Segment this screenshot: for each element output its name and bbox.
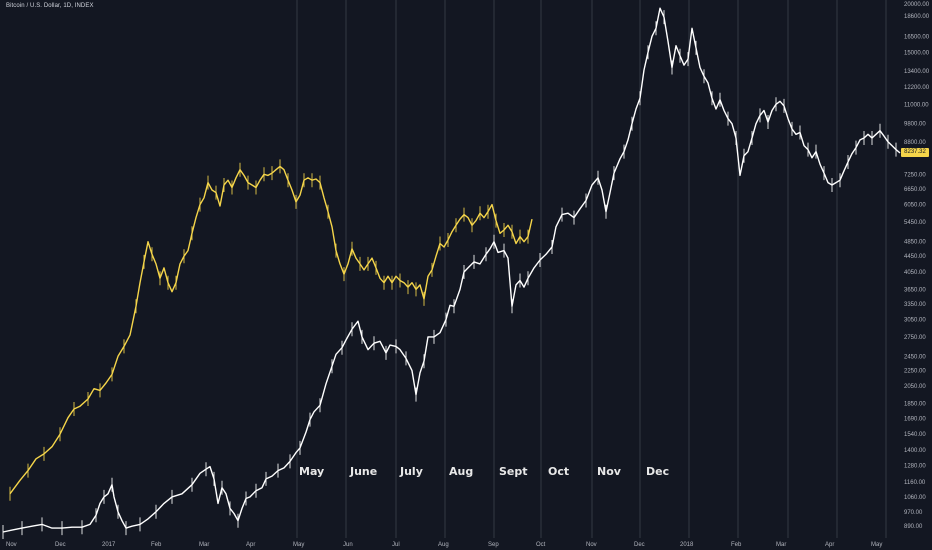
x-tick-label-3: Feb xyxy=(151,542,162,548)
y-tick-label-13: 4850.00 xyxy=(904,240,926,246)
y-tick-label-23: 1850.00 xyxy=(904,402,926,408)
y-tick-label-30: 970.00 xyxy=(904,510,923,516)
month-annotation-0: May xyxy=(299,465,324,478)
x-tick-label-4: Mar xyxy=(199,542,209,548)
series-layer xyxy=(2,7,901,539)
x-tick-label-7: Jun xyxy=(343,542,353,548)
y-tick-label-26: 1400.00 xyxy=(904,448,926,454)
chart-title: Bitcoin / U.S. Dollar, 1D, INDEX xyxy=(6,3,94,9)
x-tick-label-6: May xyxy=(293,542,304,548)
y-tick-label-8: 8800.00 xyxy=(904,140,926,146)
x-tick-label-0: Nov xyxy=(6,542,17,548)
y-tick-label-0: 20000.00 xyxy=(904,2,930,8)
month-annotations: May June July Aug Sept Oct Nov Dec xyxy=(299,465,669,478)
y-tick-label-25: 1540.00 xyxy=(904,432,926,438)
y-tick-label-2: 16500.00 xyxy=(904,34,930,40)
y-tick-label-10: 6650.00 xyxy=(904,187,926,193)
y-tick-label-11: 6050.00 xyxy=(904,203,926,209)
y-tick-label-21: 2250.00 xyxy=(904,369,926,375)
x-tick-label-1: Dec xyxy=(55,542,66,548)
month-annotation-7: Dec xyxy=(646,465,669,478)
x-tick-label-13: Dec xyxy=(634,542,645,548)
month-annotation-1: June xyxy=(349,465,377,478)
month-annotation-6: Nov xyxy=(597,465,622,478)
y-tick-label-28: 1160.00 xyxy=(904,480,926,486)
x-axis: Nov Dec 2017 Feb Mar Apr May Jun Jul Aug Sep Oct Nov… xyxy=(6,542,882,548)
x-tick-label-16: Mar xyxy=(776,542,786,548)
y-tick-label-27: 1280.00 xyxy=(904,463,926,469)
month-annotation-4: Sept xyxy=(499,465,528,478)
y-tick-label-29: 1060.00 xyxy=(904,495,926,501)
month-annotation-2: July xyxy=(399,465,423,478)
y-tick-label-5: 12200.00 xyxy=(904,85,930,91)
x-tick-label-9: Aug xyxy=(438,542,449,548)
y-tick-label-18: 3050.00 xyxy=(904,318,926,324)
y-tick-label-1: 18600.00 xyxy=(904,14,930,20)
month-annotation-3: Aug xyxy=(449,465,473,478)
x-tick-label-10: Sep xyxy=(488,542,499,548)
y-tick-label-12: 5450.00 xyxy=(904,220,926,226)
y-tick-label-20: 2450.00 xyxy=(904,354,926,360)
y-tick-label-7: 9800.00 xyxy=(904,122,926,128)
gridlines xyxy=(296,0,887,538)
month-annotation-5: Oct xyxy=(548,465,569,478)
y-tick-label-31: 890.00 xyxy=(904,524,923,530)
y-tick-label-14: 4450.00 xyxy=(904,254,926,260)
last-price-label: 8237.32 xyxy=(901,148,929,158)
y-tick-label-24: 1690.00 xyxy=(904,417,926,423)
x-tick-label-12: Nov xyxy=(586,542,597,548)
y-tick-label-22: 2050.00 xyxy=(904,384,926,390)
x-tick-label-17: Apr xyxy=(825,542,834,548)
series-line-0 xyxy=(2,7,901,533)
y-tick-label-4: 13400.00 xyxy=(904,69,930,75)
y-axis: 20000.00 18600.00 16500.00 15000.00 13400.00… xyxy=(904,2,930,530)
x-tick-label-5: Apr xyxy=(246,542,255,548)
x-tick-label-2: 2017 xyxy=(102,542,116,548)
x-tick-label-8: Jul xyxy=(392,542,400,548)
x-tick-label-18: May xyxy=(871,542,882,548)
y-tick-label-16: 3650.00 xyxy=(904,287,926,293)
y-tick-label-6: 11000.00 xyxy=(904,102,929,108)
y-tick-label-17: 3350.00 xyxy=(904,302,926,308)
series-line-1 xyxy=(9,165,533,495)
x-tick-label-14: 2018 xyxy=(680,542,694,548)
y-tick-label-3: 15000.00 xyxy=(904,50,930,56)
y-tick-label-9: 7250.00 xyxy=(904,172,926,178)
y-tick-label-15: 4050.00 xyxy=(904,270,926,276)
x-tick-label-11: Oct xyxy=(536,542,546,548)
y-tick-label-19: 2750.00 xyxy=(904,335,926,341)
x-tick-label-15: Feb xyxy=(731,542,742,548)
